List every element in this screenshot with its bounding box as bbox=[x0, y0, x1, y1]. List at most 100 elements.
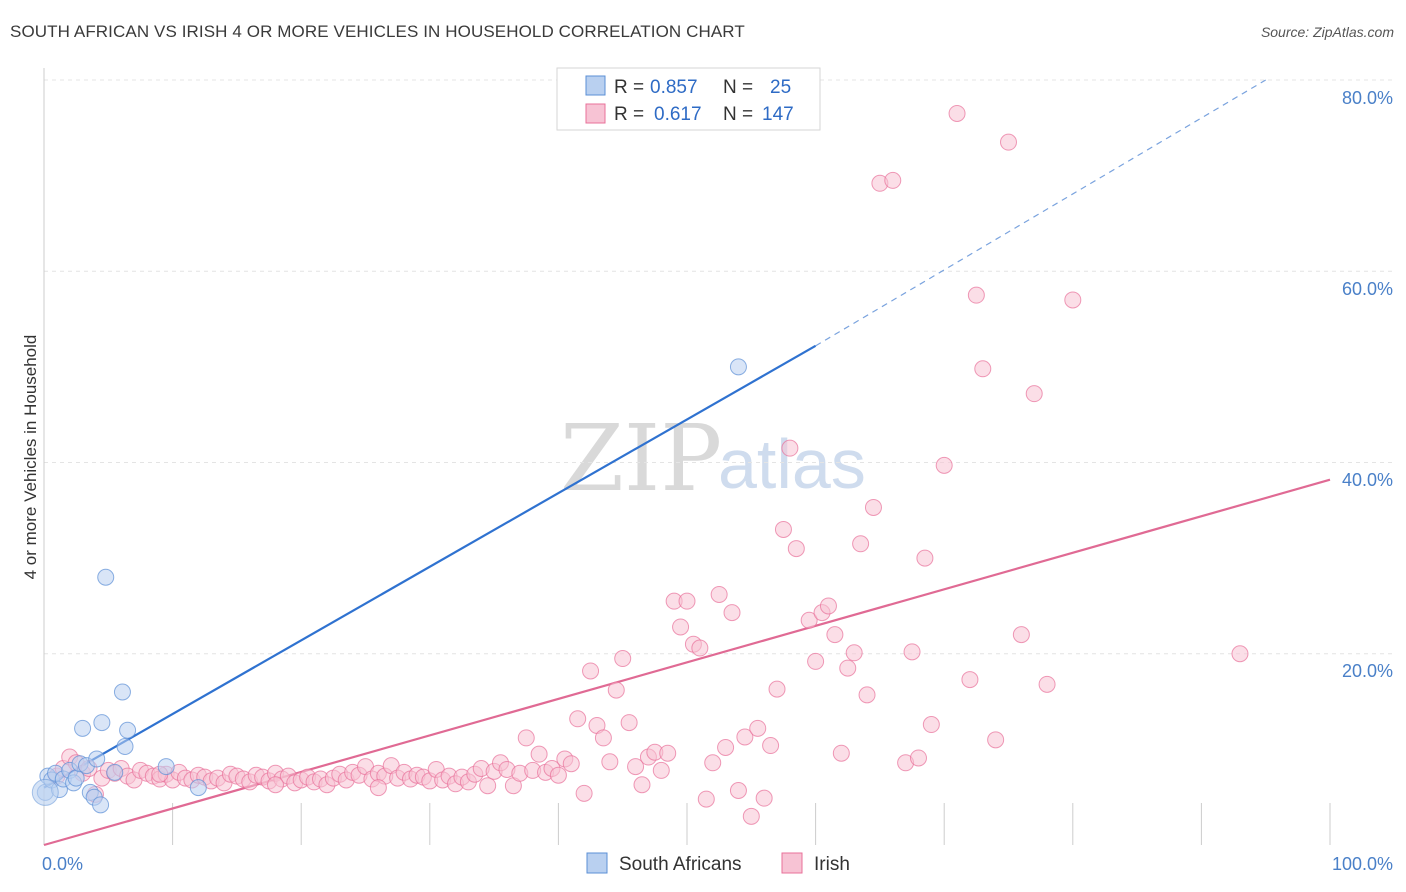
point-irish bbox=[479, 777, 497, 795]
point-irish bbox=[922, 716, 940, 734]
point-irish bbox=[864, 498, 882, 516]
point-irish bbox=[697, 790, 715, 808]
point-irish bbox=[729, 781, 747, 799]
point-south-africans bbox=[93, 714, 111, 732]
point-irish bbox=[562, 755, 580, 773]
legend-swatch-south-africans bbox=[585, 75, 606, 96]
y-tick-label: 40.0% bbox=[1342, 470, 1393, 490]
point-south-africans bbox=[97, 568, 115, 586]
legend-n-value: 147 bbox=[762, 104, 794, 125]
legend-n-value: 25 bbox=[770, 77, 791, 98]
point-irish bbox=[974, 360, 992, 378]
point-irish bbox=[717, 738, 735, 756]
point-irish bbox=[948, 104, 966, 122]
point-irish bbox=[607, 681, 625, 699]
x-tick-label: 0.0% bbox=[42, 854, 83, 874]
legend-swatch-irish bbox=[585, 103, 606, 124]
point-irish bbox=[620, 714, 638, 732]
point-irish bbox=[614, 650, 632, 668]
point-south-africans bbox=[92, 796, 110, 814]
point-south-africans bbox=[189, 779, 207, 797]
point-irish bbox=[826, 626, 844, 644]
point-irish bbox=[369, 779, 387, 797]
legend-box: R = 0.857 N = 25 R = 0.617 N = 147 bbox=[556, 67, 821, 131]
legend-r-value: 0.617 bbox=[654, 104, 702, 125]
point-irish bbox=[1231, 645, 1249, 663]
grid-lines bbox=[44, 79, 1393, 655]
point-irish bbox=[723, 604, 741, 622]
point-irish bbox=[755, 789, 773, 807]
point-irish bbox=[916, 549, 934, 567]
legend-r-value: 0.857 bbox=[650, 77, 698, 98]
bottom-legend-label: Irish bbox=[814, 854, 850, 875]
source-credit: Source: ZipAtlas.com bbox=[1260, 24, 1394, 40]
point-irish bbox=[742, 807, 760, 825]
point-irish bbox=[652, 761, 670, 779]
legend-n-label: N = bbox=[723, 104, 753, 125]
point-irish bbox=[884, 171, 902, 189]
point-irish bbox=[704, 754, 722, 772]
point-irish bbox=[961, 671, 979, 689]
point-irish bbox=[987, 731, 1005, 749]
point-irish bbox=[762, 737, 780, 755]
point-irish bbox=[852, 535, 870, 553]
point-irish bbox=[672, 618, 690, 636]
point-irish bbox=[1064, 291, 1082, 309]
bottom-legend-swatch-irish bbox=[781, 852, 803, 874]
point-irish bbox=[1000, 133, 1017, 151]
y-axis-label: 4 or more Vehicles in Household bbox=[21, 335, 40, 580]
point-irish bbox=[633, 776, 651, 794]
point-irish bbox=[582, 662, 600, 680]
point-irish bbox=[710, 585, 728, 603]
point-irish bbox=[1038, 675, 1056, 693]
bottom-legend: South Africans Irish bbox=[586, 852, 850, 875]
legend-r-label: R = bbox=[614, 77, 644, 98]
point-irish bbox=[768, 680, 786, 698]
point-irish bbox=[678, 592, 696, 610]
x-tick-label: 100.0% bbox=[1332, 854, 1393, 874]
point-irish bbox=[800, 611, 818, 629]
point-irish bbox=[736, 728, 754, 746]
point-irish bbox=[819, 597, 837, 615]
point-south-africans bbox=[157, 758, 175, 776]
point-irish bbox=[749, 719, 767, 737]
point-south-africans bbox=[119, 721, 137, 739]
point-irish bbox=[549, 766, 567, 784]
point-irish bbox=[858, 686, 876, 704]
y-tick-label: 80.0% bbox=[1342, 88, 1393, 108]
point-irish bbox=[935, 456, 953, 474]
point-irish bbox=[575, 784, 593, 802]
point-south-africans bbox=[113, 683, 131, 701]
point-irish bbox=[1012, 626, 1030, 644]
point-south-africans bbox=[116, 738, 134, 756]
chart-title: SOUTH AFRICAN VS IRISH 4 OR MORE VEHICLE… bbox=[10, 22, 745, 41]
watermark-zip: ZIP bbox=[560, 405, 722, 512]
point-irish bbox=[832, 744, 850, 762]
point-irish bbox=[903, 643, 921, 661]
point-irish bbox=[845, 644, 863, 662]
bottom-legend-swatch-south-africans bbox=[586, 852, 608, 874]
data-points bbox=[31, 104, 1249, 825]
point-irish bbox=[1025, 385, 1043, 403]
point-irish bbox=[691, 639, 709, 657]
y-tick-label: 60.0% bbox=[1342, 279, 1393, 299]
point-south-africans bbox=[729, 358, 747, 376]
point-irish bbox=[774, 520, 792, 538]
trend-line-irish bbox=[43, 478, 1331, 847]
point-irish bbox=[594, 729, 612, 747]
point-irish bbox=[266, 776, 284, 794]
point-south-africans bbox=[88, 750, 106, 768]
point-irish bbox=[839, 659, 857, 677]
point-irish bbox=[627, 758, 645, 776]
trend-line-south-africans bbox=[43, 344, 817, 789]
point-irish bbox=[909, 749, 927, 767]
point-irish bbox=[967, 286, 985, 304]
legend-r-label: R = bbox=[614, 104, 644, 125]
point-south-africans bbox=[74, 719, 92, 737]
point-south-africans bbox=[106, 763, 124, 781]
point-irish bbox=[807, 652, 825, 670]
point-irish bbox=[781, 439, 799, 457]
point-irish bbox=[569, 710, 587, 728]
trend-extension-south-africans bbox=[815, 79, 1267, 347]
